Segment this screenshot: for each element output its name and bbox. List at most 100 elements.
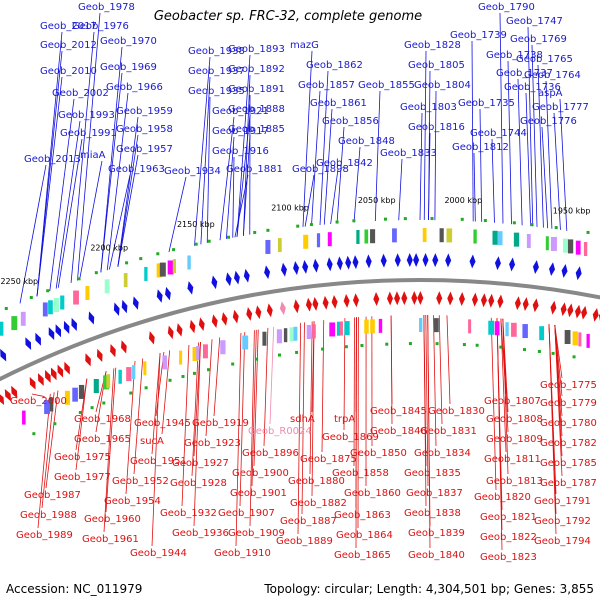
forward-gene-arrow xyxy=(113,302,120,316)
forward-gene-arrow xyxy=(121,299,128,314)
reverse-gene-arrow xyxy=(305,297,312,312)
marker-dot xyxy=(125,261,129,265)
cog-block xyxy=(179,350,183,365)
forward-gene-arrow xyxy=(211,275,218,290)
gene-label: Geob_1785 xyxy=(540,458,597,469)
gene-label: Geob_1776 xyxy=(520,116,577,127)
cog-block xyxy=(196,346,200,361)
gene-label: Geob_1916 xyxy=(212,146,269,157)
forward-gene-arrow xyxy=(63,320,70,334)
reverse-gene-arrow xyxy=(189,319,196,334)
connector-line xyxy=(446,315,451,405)
reverse-gene-arrow xyxy=(64,361,70,375)
gene-label: Geob_1960 xyxy=(84,514,141,525)
reverse-gene-arrow xyxy=(255,305,262,320)
cog-block xyxy=(162,355,167,370)
marker-dot xyxy=(231,362,235,366)
cog-block xyxy=(220,340,226,355)
gene-label: Geob_1961 xyxy=(82,534,139,545)
cog-block xyxy=(172,259,176,274)
connector-line xyxy=(161,350,171,435)
gene-label: Geob_1991 xyxy=(60,128,117,139)
marker-dot xyxy=(181,375,185,379)
reverse-gene-arrow xyxy=(575,304,581,319)
connector-line xyxy=(194,56,211,246)
reverse-gene-arrow xyxy=(279,301,286,316)
reverse-gene-arrow xyxy=(57,364,64,378)
gene-label: Geob_1977 xyxy=(54,472,111,483)
connector-line xyxy=(321,320,325,453)
gene-label: Geob_1901 xyxy=(230,488,287,499)
cog-block xyxy=(370,319,375,334)
reverse-gene-arrow xyxy=(45,370,51,383)
reverse-gene-arrow xyxy=(110,344,116,358)
marker-dot xyxy=(295,350,299,354)
gene-label: Geob_1794 xyxy=(534,536,591,547)
marker-dot xyxy=(168,378,172,382)
marker-dot xyxy=(255,357,259,361)
marker-dot xyxy=(537,349,541,353)
forward-gene-arrow xyxy=(302,259,309,274)
gene-label: Geob_1840 xyxy=(408,550,465,561)
cog-block xyxy=(329,322,336,337)
cog-block xyxy=(306,325,311,340)
connector-line xyxy=(548,324,557,535)
gene-label: Geob_1820 xyxy=(474,492,531,503)
connector-line xyxy=(496,318,503,551)
gene-label: Geob_1747 xyxy=(506,16,563,27)
gene-label: Geob_R0024 xyxy=(248,426,312,437)
gene-label: sucA xyxy=(140,436,164,447)
reverse-gene-arrow xyxy=(266,303,273,318)
connector-line xyxy=(302,50,313,227)
gene-label: Geob_1835 xyxy=(404,468,461,479)
gene-label: Geob_1805 xyxy=(408,60,465,71)
gene-label: Geob_2013 xyxy=(24,154,81,165)
marker-dot xyxy=(227,235,231,239)
gene-label: Geob_2000 xyxy=(10,396,67,407)
gene-label: Geob_1864 xyxy=(336,530,393,541)
gene-label: Geob_1959 xyxy=(116,106,173,117)
gene-label: Geob_1831 xyxy=(420,426,477,437)
connector-line xyxy=(151,353,161,547)
gene-label: aspA xyxy=(538,88,563,99)
gene-label: mazG xyxy=(290,40,319,51)
connector-line xyxy=(541,126,549,229)
connector-line xyxy=(193,342,201,527)
connector-line xyxy=(193,342,201,457)
reverse-gene-arrow xyxy=(550,300,557,315)
connector-line xyxy=(525,92,532,227)
connector-line xyxy=(125,361,136,495)
cog-block xyxy=(562,238,569,253)
cog-block xyxy=(156,263,163,278)
connector-line xyxy=(200,76,211,245)
connector-line xyxy=(191,342,199,477)
forward-gene-arrow xyxy=(422,253,429,268)
forward-gene-arrow xyxy=(55,324,62,338)
connector-line xyxy=(219,116,235,241)
connector-line xyxy=(434,90,437,221)
gene-label: Geob_1769 xyxy=(510,34,567,45)
connector-line xyxy=(117,134,139,267)
cog-block xyxy=(123,273,128,288)
reverse-gene-arrow xyxy=(567,303,574,318)
connector-line xyxy=(425,315,429,487)
cog-block xyxy=(143,361,147,376)
cog-block xyxy=(103,375,110,390)
kbp-tick-label: 1950 kbp xyxy=(553,206,591,215)
gene-label: Geob_1862 xyxy=(306,60,363,71)
connector-line xyxy=(19,164,47,304)
reverse-gene-arrow xyxy=(401,291,408,306)
gene-label: Geob_1869 xyxy=(322,432,379,443)
marker-dot xyxy=(403,217,407,221)
gene-label: Geob_1822 xyxy=(480,532,537,543)
forward-gene-arrow xyxy=(394,253,401,268)
kbp-tick-label: 2100 kbp xyxy=(271,203,309,212)
gene-label: Geob_1978 xyxy=(78,2,135,13)
cog-block xyxy=(583,241,588,256)
reverse-gene-arrow xyxy=(221,312,228,326)
gene-label: Geob_1900 xyxy=(232,468,289,479)
connector-line xyxy=(433,315,437,447)
marker-dot xyxy=(335,220,339,224)
connector-line xyxy=(168,176,187,253)
cog-block xyxy=(0,321,4,336)
